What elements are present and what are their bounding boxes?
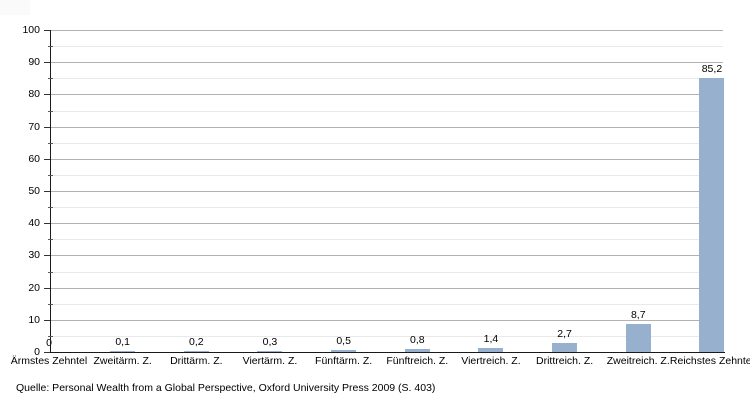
- y-gridline-major: [50, 191, 723, 192]
- plot-area: 0 Ärmstes Zehntel 0,1 Zweitärm. Z. 0,2 Drittä…: [11, 30, 750, 368]
- y-axis-minor-tick: [48, 207, 53, 209]
- y-axis-tick-label: 80: [28, 88, 40, 101]
- y-gridline-minor: [50, 142, 723, 144]
- y-gridline-major: [50, 30, 723, 31]
- y-axis-minor-tick: [48, 335, 53, 337]
- y-gridline-minor: [50, 239, 723, 241]
- x-axis-category-label: Zweitreich. Z.: [606, 355, 670, 367]
- y-gridline-minor: [50, 46, 723, 48]
- category-cell: 0 Ärmstes Zehntel: [11, 30, 87, 368]
- category-cell: 0,3 Viertärm. Z.: [233, 30, 307, 367]
- y-gridline-minor: [50, 174, 723, 176]
- category-cell: 2,7 Drittreich. Z.: [528, 30, 602, 367]
- y-gridline-major: [50, 287, 723, 289]
- y-gridline-minor: [50, 271, 723, 273]
- y-axis-major-tick: [44, 223, 50, 225]
- y-gridline-major: [50, 62, 723, 64]
- y-axis-tick-label: 50: [28, 185, 40, 197]
- bar: [257, 351, 283, 352]
- y-axis-line: [50, 30, 51, 352]
- x-axis-category-label: Viertreich. Z.: [461, 355, 521, 367]
- y-gridline-major: [50, 158, 723, 160]
- y-gridline-minor: [50, 110, 723, 112]
- x-axis-line: [50, 352, 725, 353]
- y-axis-tick-label: 20: [28, 281, 40, 294]
- y-axis-tick-label: 60: [28, 152, 40, 165]
- y-gridline-minor: [50, 78, 723, 80]
- bar: [625, 324, 651, 352]
- category-cell: 0,5 Fünftärm. Z.: [307, 30, 381, 367]
- bar: [331, 350, 357, 352]
- bar-value-label: 2,7: [557, 328, 572, 341]
- bar-value-label: 0,2: [189, 336, 204, 349]
- y-axis-major-tick: [44, 287, 50, 289]
- bar: [404, 349, 430, 352]
- corner-artifact: [0, 0, 30, 15]
- bar-value-label: 0,1: [115, 336, 130, 349]
- y-axis-major-tick: [44, 319, 50, 321]
- y-gridline-minor: [50, 335, 723, 337]
- y-axis-minor-tick: [48, 174, 53, 176]
- source-note: Quelle: Personal Wealth from a Global Pe…: [16, 382, 436, 394]
- bar: [699, 77, 725, 352]
- y-axis-tick-label: 90: [28, 56, 40, 69]
- bar-value-label: 0,5: [336, 335, 351, 348]
- bar-value-label: 1,4: [483, 332, 499, 345]
- y-gridline-minor: [50, 207, 723, 209]
- x-axis-category-label: Fünftärm. Z.: [315, 355, 373, 367]
- y-gridline-minor: [50, 303, 723, 305]
- bar-value-label: 85,2: [701, 62, 723, 75]
- y-axis-tick-label: 40: [28, 217, 40, 230]
- y-axis-major-tick: [44, 62, 50, 64]
- y-gridline-major: [50, 126, 723, 128]
- y-axis-minor-tick: [48, 110, 53, 112]
- y-axis-major-tick: [44, 158, 50, 160]
- bar: [110, 351, 136, 352]
- bar: [552, 343, 578, 352]
- bar-value-label: 8,7: [630, 309, 646, 321]
- y-gridline-major: [50, 94, 723, 96]
- category-cell: 8,7 Zweitreich. Z.: [601, 30, 675, 368]
- y-axis-minor-tick: [48, 142, 53, 144]
- bar-value-label: 0: [46, 337, 52, 349]
- y-axis-major-tick: [44, 255, 50, 257]
- x-axis-category-label: Drittärm. Z.: [170, 355, 223, 367]
- category-cell: 85,2 Reichstes Zehntel: [670, 30, 750, 367]
- x-axis-category-label: Fünftreich. Z.: [386, 355, 449, 367]
- y-axis-minor-tick: [48, 303, 53, 305]
- y-axis-minor-tick: [48, 271, 53, 273]
- y-gridline-major: [50, 255, 723, 257]
- category-cell: 0,2 Drittärm. Z.: [159, 30, 233, 367]
- y-axis-minor-tick: [48, 46, 53, 48]
- x-axis-category-label: Ärmstes Zehntel: [10, 355, 88, 367]
- y-axis-major-tick: [44, 191, 50, 192]
- x-axis-category-label: Reichstes Zehntel: [669, 355, 750, 367]
- category-cell: 1,4 Viertreich. Z.: [454, 30, 528, 367]
- y-gridline-major: [50, 223, 723, 225]
- y-axis-tick-label: 30: [28, 249, 40, 262]
- y-axis-major-tick: [44, 30, 50, 31]
- y-axis-tick-label: 70: [28, 120, 40, 133]
- x-axis-category-label: Drittreich. Z.: [536, 355, 594, 367]
- y-axis-tick-label: 100: [22, 24, 40, 36]
- y-gridline-major: [50, 319, 723, 321]
- y-axis-minor-tick: [48, 78, 53, 80]
- bar-value-label: 0,3: [262, 336, 278, 349]
- x-axis-category-label: Viertärm. Z.: [242, 355, 298, 367]
- y-axis-major-tick: [44, 126, 50, 128]
- bar: [478, 347, 504, 352]
- x-axis-category-label: Zweitärm. Z.: [93, 355, 152, 367]
- category-cell: 0,8 Fünftreich. Z.: [380, 30, 454, 367]
- y-axis-tick-label: 0: [34, 346, 40, 358]
- category-cell: 0,1 Zweitärm. Z.: [86, 30, 160, 367]
- bar-value-label: 0,8: [409, 334, 425, 347]
- y-axis-major-tick: [44, 352, 50, 353]
- y-axis-major-tick: [44, 94, 50, 96]
- bar: [183, 351, 209, 352]
- y-axis-minor-tick: [48, 239, 53, 241]
- y-axis-tick-label: 10: [28, 313, 40, 326]
